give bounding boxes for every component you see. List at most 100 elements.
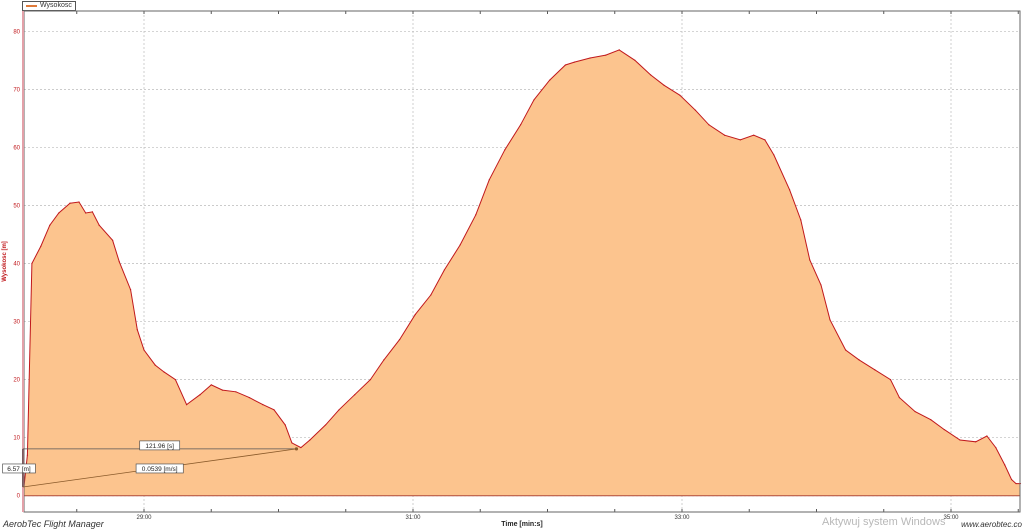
data-point xyxy=(986,435,988,437)
data-point xyxy=(874,369,876,371)
data-point xyxy=(708,124,710,126)
data-point xyxy=(809,259,811,261)
data-point xyxy=(764,139,766,141)
data-point xyxy=(309,439,311,441)
data-point xyxy=(789,189,791,191)
y-tick-label: 40 xyxy=(13,262,20,268)
y-tick-label: 30 xyxy=(13,320,20,326)
data-point xyxy=(185,404,188,406)
data-point xyxy=(564,64,567,66)
time-delta-label: 121.96 [s] xyxy=(145,443,174,450)
data-point xyxy=(634,59,636,61)
data-point xyxy=(520,124,522,126)
rate-label: 0.0539 [m/s] xyxy=(142,466,178,473)
data-point xyxy=(589,57,591,59)
data-point xyxy=(739,139,741,141)
data-point xyxy=(679,94,681,96)
data-point xyxy=(26,454,29,456)
data-point xyxy=(1015,482,1017,485)
data-point xyxy=(112,239,114,241)
data-point xyxy=(995,446,997,449)
windows-activation-watermark: Aktywuj system Windows xyxy=(822,516,946,528)
data-point xyxy=(650,74,652,76)
data-point xyxy=(414,314,416,316)
data-point xyxy=(85,212,87,214)
data-point xyxy=(829,319,831,321)
x-tick-label: 33:00 xyxy=(674,515,690,521)
data-point xyxy=(284,424,286,426)
website-link[interactable]: www.aerobtec.co xyxy=(961,520,1022,529)
data-point xyxy=(221,389,224,391)
data-point xyxy=(174,379,176,381)
data-point xyxy=(930,419,932,421)
data-point xyxy=(475,214,477,216)
data-point xyxy=(154,364,156,366)
data-point xyxy=(69,202,71,204)
data-point xyxy=(338,409,340,411)
altitude-line xyxy=(22,49,1021,496)
data-point xyxy=(91,211,94,213)
y-tick-label: 80 xyxy=(13,29,20,35)
data-point xyxy=(78,201,80,203)
data-point xyxy=(820,284,822,286)
data-point xyxy=(398,338,401,341)
data-point xyxy=(291,442,293,444)
data-point xyxy=(975,441,977,443)
measure-end-marker xyxy=(294,447,299,451)
data-point xyxy=(163,371,165,373)
data-point xyxy=(136,329,138,331)
data-point xyxy=(273,409,275,411)
data-point xyxy=(459,244,461,246)
data-point xyxy=(914,410,916,413)
height-delta-label-box xyxy=(2,463,36,474)
data-point xyxy=(845,349,847,351)
y-axis-label: Wysokosc [m] xyxy=(2,241,8,282)
data-point xyxy=(118,261,120,263)
x-axis-label: Time [min:s] xyxy=(501,521,543,528)
data-point xyxy=(430,294,432,296)
data-point xyxy=(300,446,302,449)
data-point xyxy=(573,61,576,63)
time-delta-label-box xyxy=(139,440,181,451)
data-point xyxy=(943,428,945,431)
data-point xyxy=(605,54,607,56)
data-point xyxy=(248,397,250,399)
data-point xyxy=(129,289,132,291)
data-point xyxy=(235,391,237,393)
data-point xyxy=(369,379,372,381)
data-point xyxy=(533,99,535,101)
x-tick-label: 31:00 xyxy=(405,515,421,521)
app-name: AerobTec Flight Manager xyxy=(3,519,104,529)
y-tick-label: 20 xyxy=(13,378,20,384)
data-point xyxy=(354,394,356,396)
rate-label-box xyxy=(135,463,184,474)
data-point xyxy=(858,359,860,361)
data-point xyxy=(49,224,51,226)
data-point xyxy=(324,424,327,426)
y-tick-label: 70 xyxy=(13,87,20,93)
data-point xyxy=(1010,478,1013,481)
data-point xyxy=(959,439,961,441)
y-tick-label: 60 xyxy=(13,145,20,151)
data-point xyxy=(618,49,620,51)
y-tick-label: 10 xyxy=(13,436,20,442)
data-point xyxy=(753,134,755,136)
data-point xyxy=(58,212,60,214)
x-tick-label: 35:00 xyxy=(943,515,959,521)
data-point xyxy=(488,179,490,181)
data-point xyxy=(262,404,264,406)
x-tick-label: 29:00 xyxy=(136,515,152,521)
legend-swatch xyxy=(26,5,37,7)
data-point xyxy=(694,109,697,111)
data-point xyxy=(663,84,665,86)
height-delta-label: 6.57 [m] xyxy=(7,466,31,473)
data-point xyxy=(143,349,145,351)
data-point xyxy=(443,269,445,271)
legend-label: Wysokosc xyxy=(40,2,72,9)
altitude-area xyxy=(23,49,1021,496)
data-point xyxy=(504,149,506,151)
data-point xyxy=(723,134,726,136)
data-point xyxy=(210,384,212,386)
data-point xyxy=(1004,464,1006,466)
